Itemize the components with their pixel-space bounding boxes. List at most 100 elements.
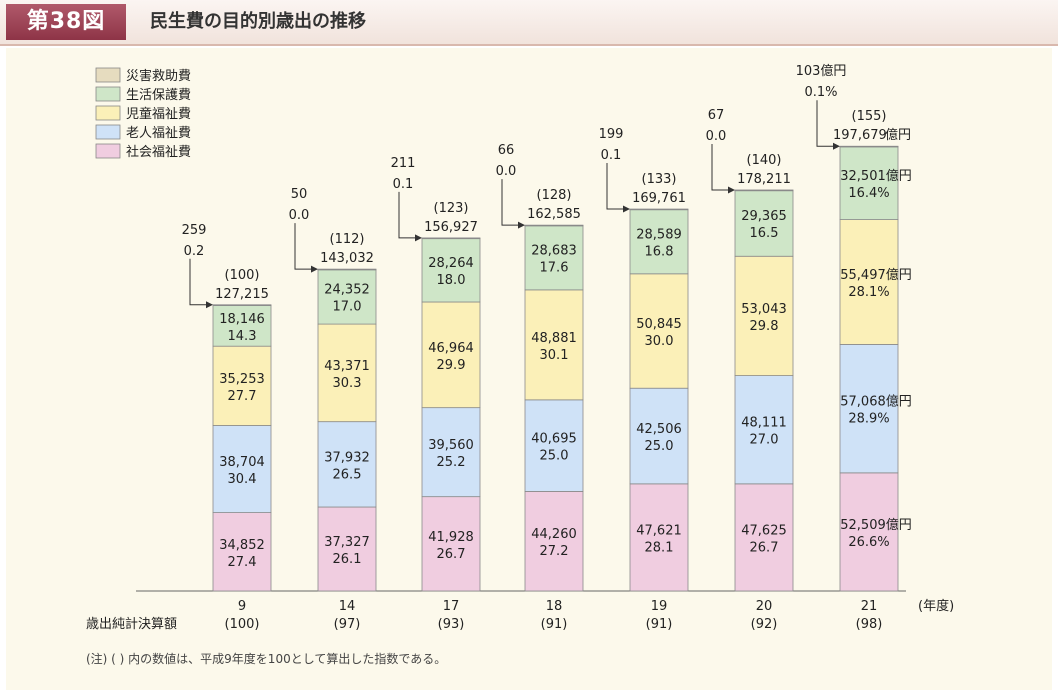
bar-segment	[421, 496, 481, 592]
total-index-label: (100)	[225, 268, 260, 283]
total-unit-label: 億円	[885, 127, 911, 143]
bar-segment	[421, 301, 481, 409]
segment-percent-label: 30.1	[540, 348, 569, 363]
segment-value-label: 24,352	[324, 283, 370, 298]
segment-percent-label: 28.1	[645, 540, 674, 555]
segment-value-label: 47,621	[636, 523, 682, 538]
index-value-label: (98)	[856, 617, 883, 632]
segment-value-label: 37,932	[324, 450, 370, 465]
segment-percent-label: 27.4	[228, 555, 257, 570]
legend-label: 老人福祉費	[126, 126, 191, 141]
segment-percent-label: 14.3	[228, 329, 257, 344]
bar-segment	[839, 219, 899, 345]
legend-label: 生活保護費	[126, 87, 191, 103]
segment-value-label: 43,371	[324, 359, 370, 374]
segment-percent-label: 30.3	[333, 376, 362, 391]
callout-arrowhead	[206, 301, 213, 309]
bar-segment	[839, 145, 899, 148]
x-axis-unit-label: (年度)	[918, 598, 954, 614]
index-value-label: (93)	[438, 617, 465, 632]
disaster-relief-percent-label: 0.1	[393, 177, 414, 192]
segment-value-label: 40,695	[531, 432, 577, 447]
segment-value-label: 38,704	[219, 455, 265, 470]
index-value-label: (97)	[334, 617, 361, 632]
segment-percent-label: 26.6%	[848, 535, 889, 550]
segment-percent-label: 27.7	[228, 389, 257, 404]
callout-leader-line	[606, 163, 626, 210]
segment-percent-label: 28.9%	[848, 412, 889, 427]
segment-percent-label: 25.2	[437, 455, 466, 470]
callout-arrowhead	[415, 234, 422, 242]
bar-segment	[629, 387, 689, 485]
callout-arrowhead	[311, 265, 318, 273]
segment-value-label: 39,560	[428, 438, 474, 453]
segment-value-label: 34,852	[219, 538, 265, 553]
footnote: (注) ( ) 内の数値は、平成9年度を100として算出した指数である。	[86, 651, 446, 666]
segment-percent-label: 16.5	[750, 226, 779, 241]
bar-segment	[212, 425, 272, 513]
segment-value-label: 46,964	[428, 341, 474, 356]
bar-segment	[317, 268, 377, 325]
disaster-relief-percent-label: 0.0	[706, 129, 727, 144]
callout-leader-line	[398, 191, 418, 239]
segment-value-label: 42,506	[636, 422, 682, 437]
bar-segment	[734, 483, 794, 592]
callout-arrowhead	[623, 205, 630, 213]
segment-value-label: 41,928	[428, 530, 474, 545]
segment-percent-label: 27.2	[540, 544, 569, 559]
segment-percent-label: 18.0	[437, 273, 466, 288]
total-value-label: 169,761	[632, 191, 686, 206]
index-value-label: (100)	[225, 617, 260, 632]
figure-header: 第38図 民生費の目的別歳出の推移	[0, 0, 1058, 46]
bar-segment	[629, 209, 689, 275]
total-index-label: (140)	[747, 153, 782, 168]
disaster-relief-percent-label: 0.0	[289, 208, 310, 223]
segment-value-label: 28,264	[428, 256, 474, 271]
total-value-label: 127,215	[215, 287, 269, 302]
legend-swatch	[95, 105, 121, 121]
index-value-label: (91)	[646, 617, 673, 632]
bar-segment	[317, 421, 377, 508]
segment-percent-label: 26.1	[333, 552, 362, 567]
segment-percent-label: 26.5	[333, 467, 362, 482]
legend-swatch	[95, 86, 121, 102]
segment-value-label: 55,497億円	[840, 267, 912, 283]
callout-leader-line	[294, 223, 314, 270]
index-value-label: (91)	[541, 617, 568, 632]
total-index-label: (112)	[330, 232, 365, 247]
total-value-label: 197,679	[833, 128, 887, 143]
bar-segment	[524, 224, 584, 291]
index-value-label: (92)	[751, 617, 778, 632]
bar-segment	[212, 512, 272, 592]
bar-segment	[212, 304, 272, 306]
bar-segment	[421, 237, 481, 240]
bar-segment	[317, 506, 377, 592]
segment-percent-label: 28.1%	[848, 285, 889, 300]
bar-segment	[524, 289, 584, 401]
bar-segment	[734, 375, 794, 485]
total-index-label: (133)	[642, 172, 677, 187]
segment-percent-label: 16.4%	[848, 186, 889, 201]
disaster-relief-value-label: 50	[291, 187, 308, 202]
segment-percent-label: 17.0	[333, 300, 362, 315]
segment-value-label: 52,509億円	[840, 517, 912, 533]
bar-segment	[421, 407, 481, 498]
legend-label: 児童福祉費	[126, 106, 191, 122]
disaster-relief-value-label: 67	[708, 108, 725, 123]
callout-arrowhead	[833, 142, 840, 150]
callout-arrowhead	[518, 221, 525, 229]
segment-percent-label: 27.0	[750, 433, 779, 448]
total-index-label: (123)	[434, 201, 469, 216]
x-tick-label: 14	[339, 599, 356, 614]
disaster-relief-value-label: 259	[182, 223, 207, 238]
total-index-label: (128)	[537, 188, 572, 203]
callout-arrowhead	[728, 186, 735, 194]
disaster-relief-percent-label: 0.0	[496, 164, 517, 179]
segment-value-label: 47,625	[741, 523, 787, 538]
bar-segment	[524, 224, 584, 227]
segment-value-label: 48,111	[741, 416, 787, 431]
total-index-label: (155)	[852, 109, 887, 124]
disaster-relief-percent-label: 0.1	[601, 148, 622, 163]
bar-segment	[839, 146, 899, 220]
